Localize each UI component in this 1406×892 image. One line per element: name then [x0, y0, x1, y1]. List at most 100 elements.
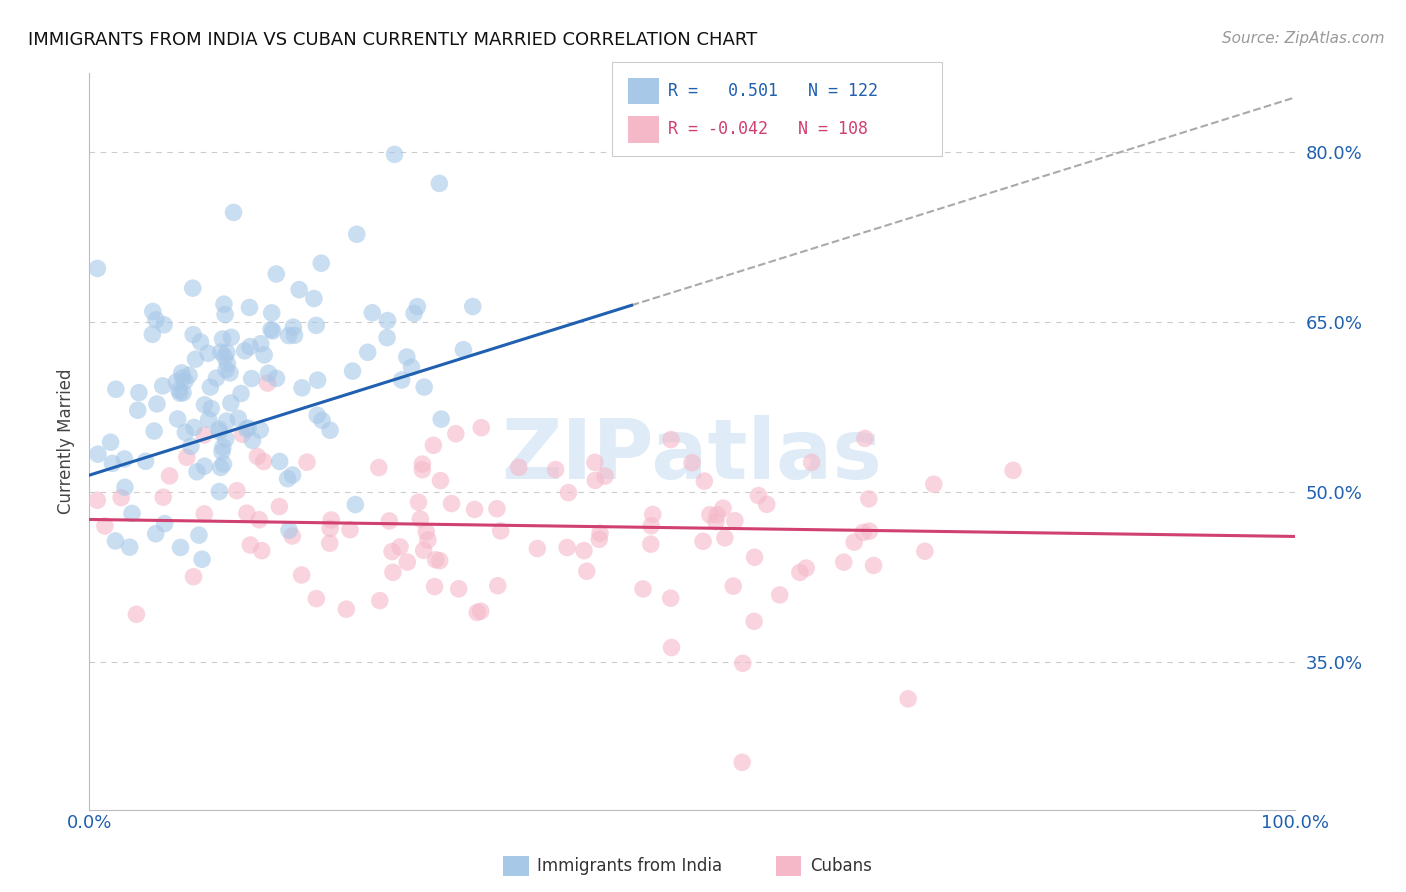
Point: [342, 364, 364, 378]
Point: [240, 371, 263, 385]
Point: [209, 345, 232, 359]
Point: [429, 474, 451, 488]
Point: [416, 533, 439, 547]
Point: [377, 313, 399, 327]
Point: [247, 513, 270, 527]
Point: [588, 533, 610, 547]
Y-axis label: Currently Married: Currently Married: [58, 368, 75, 514]
Point: [231, 427, 253, 442]
Point: [659, 433, 682, 447]
Point: [239, 538, 262, 552]
Point: [769, 588, 792, 602]
Point: [114, 480, 136, 494]
Point: [307, 373, 329, 387]
Point: [167, 384, 190, 398]
Point: [153, 318, 176, 332]
Point: [190, 334, 212, 349]
Point: [100, 435, 122, 450]
Point: [153, 516, 176, 531]
Point: [269, 500, 291, 514]
Point: [193, 459, 215, 474]
Point: [176, 450, 198, 465]
Point: [508, 460, 530, 475]
Point: [583, 455, 606, 469]
Point: [704, 515, 727, 529]
Point: [211, 332, 233, 346]
Point: [922, 477, 945, 491]
Point: [699, 508, 721, 522]
Text: Source: ZipAtlas.com: Source: ZipAtlas.com: [1222, 31, 1385, 46]
Point: [260, 306, 283, 320]
Point: [101, 457, 124, 471]
Text: R =   0.501   N = 122: R = 0.501 N = 122: [668, 82, 877, 100]
Point: [193, 507, 215, 521]
Point: [321, 513, 343, 527]
Point: [211, 444, 233, 458]
Point: [367, 460, 389, 475]
Point: [208, 425, 231, 439]
Point: [128, 385, 150, 400]
Point: [212, 457, 235, 471]
Point: [142, 304, 165, 318]
Point: [411, 457, 433, 471]
Point: [214, 308, 236, 322]
Point: [214, 350, 236, 364]
Point: [368, 593, 391, 607]
Point: [526, 541, 548, 556]
Point: [593, 469, 616, 483]
Point: [143, 424, 166, 438]
Point: [238, 421, 260, 435]
Point: [747, 489, 769, 503]
Point: [800, 455, 823, 469]
Point: [125, 607, 148, 622]
Point: [181, 327, 204, 342]
Point: [381, 566, 404, 580]
Point: [193, 398, 215, 412]
Point: [145, 526, 167, 541]
Point: [86, 261, 108, 276]
Text: Immigrants from India: Immigrants from India: [537, 857, 723, 875]
Point: [215, 432, 238, 446]
Point: [291, 381, 314, 395]
Point: [422, 438, 444, 452]
Point: [305, 318, 328, 333]
Point: [215, 362, 238, 376]
Point: [191, 552, 214, 566]
Point: [118, 540, 141, 554]
Point: [440, 497, 463, 511]
Point: [295, 455, 318, 469]
Point: [208, 484, 231, 499]
Point: [706, 508, 728, 522]
Point: [212, 440, 235, 454]
Point: [219, 396, 242, 410]
Point: [219, 330, 242, 344]
Point: [277, 328, 299, 343]
Text: IMMIGRANTS FROM INDIA VS CUBAN CURRENTLY MARRIED CORRELATION CHART: IMMIGRANTS FROM INDIA VS CUBAN CURRENTLY…: [28, 31, 758, 49]
Point: [411, 463, 433, 477]
Point: [381, 544, 404, 558]
Point: [470, 420, 492, 434]
Point: [236, 506, 259, 520]
Point: [631, 582, 654, 596]
Point: [246, 450, 269, 464]
Point: [260, 322, 283, 336]
Point: [215, 414, 238, 428]
Point: [858, 524, 880, 538]
Point: [169, 541, 191, 555]
Point: [444, 426, 467, 441]
Point: [464, 502, 486, 516]
Point: [309, 256, 332, 270]
Point: [181, 281, 204, 295]
Point: [104, 533, 127, 548]
Point: [661, 640, 683, 655]
Point: [159, 469, 181, 483]
Point: [461, 300, 484, 314]
Point: [226, 411, 249, 425]
Point: [165, 375, 187, 389]
Point: [238, 301, 260, 315]
Point: [114, 452, 136, 467]
Point: [152, 490, 174, 504]
Point: [283, 328, 305, 343]
Point: [583, 474, 606, 488]
Point: [215, 345, 238, 359]
